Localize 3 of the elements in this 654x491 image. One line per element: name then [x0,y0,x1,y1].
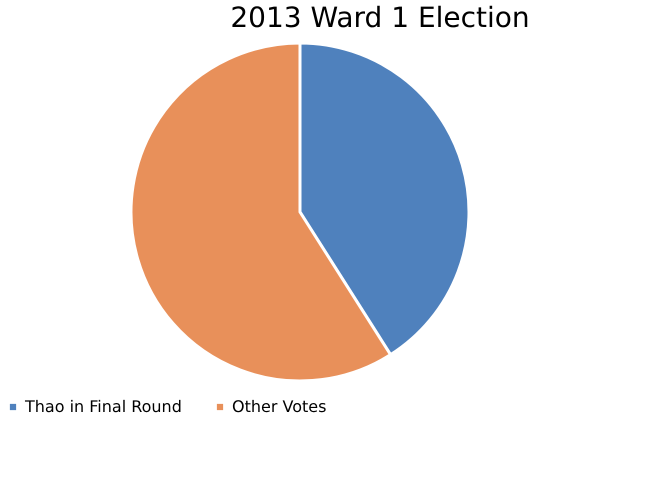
chart-title: 2013 Ward 1 Election [230,1,530,34]
legend-label: Other Votes [232,397,326,416]
legend-label: Thao in Final Round [24,397,182,416]
